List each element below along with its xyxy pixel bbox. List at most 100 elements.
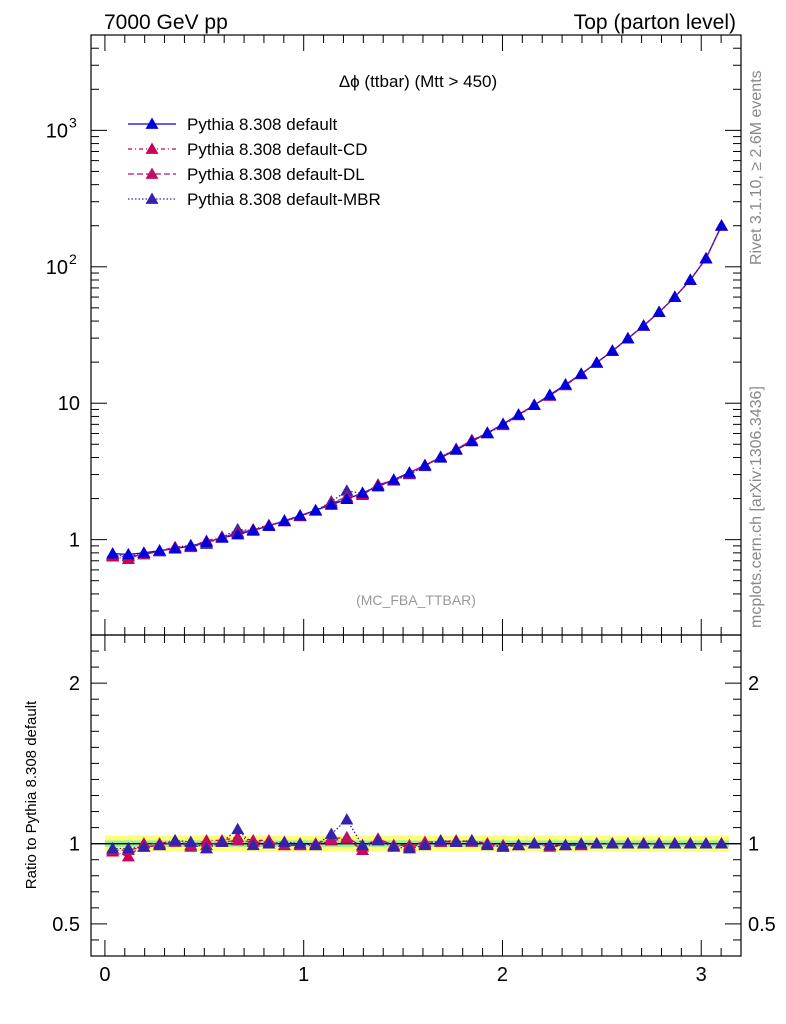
main-marker-s0 <box>340 492 354 505</box>
main-y-tick-label: 10 <box>46 257 68 279</box>
ratio-marker-s2 <box>715 837 729 849</box>
main-marker-s0 <box>277 514 291 526</box>
x-tick-label: 2 <box>497 964 508 986</box>
main-marker-s0 <box>199 535 213 547</box>
ratio-series-line-0 <box>112 836 722 858</box>
legend-label-3: Pythia 8.308 default-MBR <box>187 190 381 209</box>
x-tick-label: 0 <box>99 964 110 986</box>
main-marker-s0 <box>527 398 541 410</box>
main-marker-s0 <box>496 417 510 429</box>
main-series-line-2 <box>112 225 723 558</box>
main-marker-s0 <box>215 531 229 543</box>
ratio-marker-s2 <box>512 838 526 851</box>
main-y-tick-exponent: 2 <box>69 251 77 267</box>
main-marker-s0 <box>434 451 448 463</box>
ratio-marker-s2 <box>106 841 120 854</box>
main-marker-s0 <box>449 443 463 455</box>
main-marker-s0 <box>465 434 479 447</box>
main-series-line-3 <box>112 225 723 557</box>
ratio-marker-s2 <box>121 841 135 854</box>
legend-marker-2 <box>145 167 159 179</box>
main-marker-s0 <box>715 219 729 231</box>
ratio-marker-s2 <box>480 838 494 851</box>
legend-marker-1 <box>145 142 159 154</box>
x-tick-label: 3 <box>696 964 707 986</box>
ratio-y-tick-label: 2 <box>69 673 80 695</box>
energy-label: 7000 GeV pp <box>104 11 228 34</box>
ratio-marker-s2 <box>699 837 713 849</box>
ratio-marker-s2 <box>558 838 572 851</box>
ratio-marker-s2 <box>449 835 463 847</box>
ratio-marker-s2 <box>168 833 182 846</box>
main-marker-s0 <box>309 503 323 516</box>
main-marker-s0 <box>184 539 198 551</box>
ratio-marker-s2 <box>309 838 323 851</box>
legend-label-1: Pythia 8.308 default-CD <box>187 140 368 159</box>
main-marker-s0 <box>121 547 135 560</box>
ratio-y-tick-label: 1 <box>69 834 80 856</box>
ratio-frame <box>90 634 742 957</box>
main-marker-s0 <box>356 486 370 498</box>
main-marker-s0 <box>668 290 682 302</box>
ratio-marker-s0 <box>121 849 135 862</box>
ratio-marker-s2 <box>153 838 167 851</box>
ratio-panel: 0.5 0.5 1 1 2 2 0 1 2 3 Ratio to Pythia 8.308 def… <box>23 634 776 986</box>
ratio-marker-s2 <box>246 838 260 851</box>
main-marker-s0 <box>168 542 182 554</box>
ratio-y-tick-label-right: 0.5 <box>748 914 776 936</box>
source-label: mcplots.cern.ch [arXiv:1306.3436] <box>748 386 765 628</box>
main-marker-s0 <box>293 509 307 521</box>
main-marker-s0 <box>558 378 572 390</box>
main-y-tick-exponent: 3 <box>69 114 77 130</box>
rivet-label: Rivet 3.1.10, ≥ 2.6M events <box>748 70 765 265</box>
legend-marker-0 <box>145 117 159 129</box>
process-label: Top (parton level) <box>574 11 736 34</box>
ratio-marker-s2 <box>683 837 697 849</box>
ratio-marker-s2 <box>184 835 198 847</box>
main-marker-s0 <box>262 519 276 531</box>
main-marker-s0 <box>402 466 416 478</box>
main-marker-s0 <box>387 473 401 485</box>
legend: Pythia 8.308 default Pythia 8.308 default… <box>128 115 381 209</box>
ratio-marker-s1 <box>231 833 245 846</box>
ratio-marker-s2 <box>621 837 635 849</box>
ratio-marker-s2 <box>527 837 541 849</box>
main-y-tick-label: 1 <box>69 530 80 552</box>
main-marker-s0 <box>324 498 338 510</box>
ratio-marker-s2 <box>465 833 479 846</box>
ratio-marker-s2 <box>668 837 682 849</box>
ratio-marker-s2 <box>637 837 651 849</box>
ratio-y-tick-label: 0.5 <box>52 914 80 936</box>
ratio-marker-s2 <box>356 838 370 851</box>
ratio-marker-s1 <box>340 830 354 843</box>
main-marker-s0 <box>246 523 260 536</box>
main-series-line-1 <box>112 225 723 560</box>
ratio-marker-s2 <box>262 837 276 849</box>
main-marker-s0 <box>137 546 151 558</box>
main-marker-s0 <box>637 319 651 331</box>
main-marker-s0 <box>605 344 619 356</box>
main-marker-s0 <box>512 408 526 420</box>
ratio-marker-s2 <box>199 841 213 854</box>
main-marker-s0 <box>590 356 604 368</box>
ratio-marker-s2 <box>137 840 151 852</box>
ratio-marker-s2 <box>574 837 588 849</box>
main-marker-s0 <box>699 252 713 264</box>
analysis-watermark: (MC_FBA_TTBAR) <box>356 592 476 608</box>
main-marker-s0 <box>480 426 494 438</box>
ratio-marker-s2 <box>590 837 604 849</box>
ratio-marker-s2 <box>340 813 354 825</box>
main-marker-s0 <box>543 388 557 400</box>
main-series-line-0 <box>112 225 723 556</box>
ratio-marker-s2 <box>605 837 619 849</box>
x-tick-label: 1 <box>298 964 309 986</box>
main-marker-s0 <box>418 458 432 471</box>
ratio-axis-ticks: 0.5 0.5 1 1 2 2 0 1 2 3 <box>52 634 776 986</box>
main-marker-s0 <box>371 480 385 492</box>
main-marker-s0 <box>153 544 167 556</box>
ratio-marker-s2 <box>402 841 416 854</box>
ratio-marker-s2 <box>543 838 557 851</box>
